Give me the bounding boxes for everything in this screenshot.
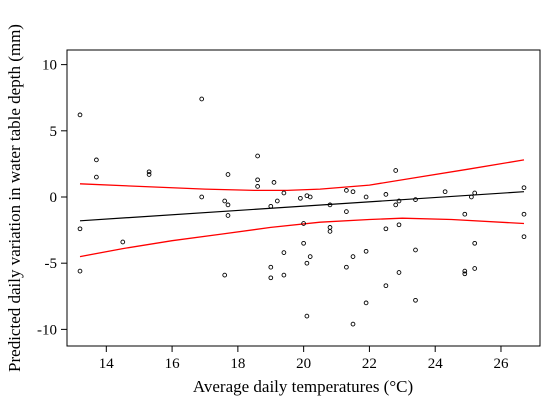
data-point [327, 202, 333, 208]
data-point [413, 197, 418, 202]
data-point [304, 313, 310, 319]
data-point [383, 283, 389, 289]
data-point [268, 264, 274, 270]
data-point [383, 192, 389, 197]
y-tick-label: 5 [50, 124, 58, 140]
data-point [462, 268, 468, 274]
data-point [521, 234, 527, 240]
data-point [396, 222, 402, 228]
x-tick-label: 20 [296, 356, 311, 372]
data-point [344, 264, 349, 270]
data-point [77, 226, 83, 232]
fitted-line [79, 191, 525, 222]
y-tick-label: 0 [50, 190, 58, 206]
data-point [462, 211, 468, 217]
data-point [350, 321, 356, 327]
data-point [146, 172, 152, 177]
data-point [274, 198, 280, 204]
data-point [413, 247, 418, 253]
data-point [120, 239, 126, 245]
data-point [472, 266, 478, 271]
data-point [472, 240, 478, 246]
data-point [442, 189, 448, 195]
data-point [268, 203, 274, 209]
data-point [469, 194, 474, 200]
data-point [521, 185, 527, 191]
data-point [363, 248, 369, 254]
y-axis-title: Predicted daily variation in water table… [5, 24, 24, 372]
data-point [94, 157, 99, 163]
regression-line [79, 191, 525, 222]
data-point [281, 272, 287, 278]
data-point [255, 153, 260, 159]
data-point [77, 112, 83, 118]
data-point [146, 169, 152, 175]
x-tick-label: 18 [230, 356, 245, 372]
data-point [225, 172, 231, 177]
plot-frame [66, 49, 541, 347]
y-tick-label: -5 [45, 256, 58, 272]
x-tick-label: 16 [165, 356, 181, 372]
data-point [327, 225, 333, 230]
data-point [222, 272, 228, 278]
data-point [301, 240, 306, 246]
data-point [393, 168, 399, 173]
data-point [77, 268, 83, 274]
x-tick-label: 14 [99, 356, 115, 372]
data-point [350, 189, 356, 195]
data-point [271, 180, 277, 185]
data-points [77, 96, 527, 327]
data-point [298, 195, 303, 201]
y-tick-label: -10 [37, 322, 57, 338]
data-point [363, 194, 369, 200]
data-point [268, 275, 274, 281]
lower-confidence-line [79, 217, 525, 258]
x-axis-ticks: 14 16 18 20 22 24 26 [99, 346, 509, 372]
x-tick-label: 22 [362, 356, 377, 372]
data-point [472, 190, 478, 196]
x-tick-label: 24 [428, 356, 444, 372]
data-point [462, 271, 468, 277]
data-point [350, 254, 356, 259]
data-point [225, 202, 231, 208]
data-point [344, 188, 349, 193]
confidence-bands [79, 159, 525, 258]
data-point [199, 96, 205, 102]
y-axis-ticks: -10 -5 0 5 10 [37, 58, 67, 338]
data-point [396, 198, 402, 204]
data-point [199, 194, 205, 200]
upper-confidence-line [79, 159, 525, 192]
data-point [307, 194, 313, 200]
data-point [304, 260, 310, 266]
data-point [281, 250, 287, 255]
data-point [413, 297, 418, 303]
data-point [307, 254, 313, 259]
x-axis-title: Average daily temperatures (°C) [193, 377, 413, 396]
data-point [383, 226, 389, 232]
data-point [225, 213, 231, 218]
data-point [222, 198, 228, 204]
data-point [301, 221, 306, 226]
x-tick-label: 26 [493, 356, 509, 372]
data-point [94, 174, 99, 180]
data-point [393, 202, 399, 208]
data-point [344, 209, 349, 214]
data-point [521, 211, 527, 217]
data-point [363, 300, 369, 306]
data-point [255, 177, 260, 183]
data-point [396, 270, 402, 275]
y-tick-label: 10 [42, 58, 57, 74]
data-point [281, 190, 287, 196]
data-point [255, 184, 260, 189]
data-point [327, 229, 333, 234]
